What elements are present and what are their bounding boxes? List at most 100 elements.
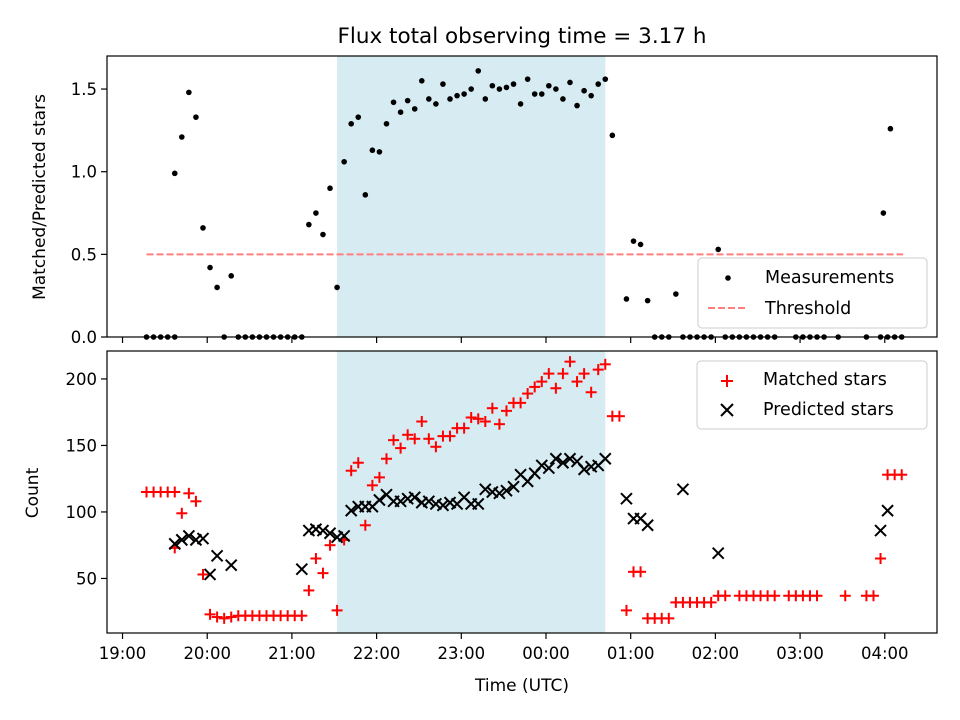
top-y-tick-label: 1.0 [71, 163, 97, 182]
predicted-marker-b [210, 549, 224, 563]
matched-star-marker [359, 519, 371, 531]
predicted-marker-b [514, 468, 527, 481]
matched-star-marker [585, 386, 597, 398]
matched-star-marker [324, 539, 336, 551]
matched-star-marker [430, 441, 442, 453]
measurement-point [440, 81, 446, 87]
predicted-star-marker [203, 568, 217, 581]
measurement-point [517, 101, 524, 107]
measurement-point [433, 101, 439, 107]
predicted-marker-b [507, 480, 520, 493]
matched-star-marker [719, 590, 731, 602]
matched-star-marker [500, 405, 512, 417]
measurement-point [637, 241, 644, 248]
measurement-point [404, 97, 411, 104]
matched-star-marker [896, 469, 908, 481]
measurement-point [214, 284, 220, 291]
top-x-ticks [121, 337, 886, 343]
predicted-marker-b [556, 456, 570, 469]
matched-star-marker [769, 590, 781, 602]
predicted-star-marker [394, 495, 407, 508]
matched-star-marker [303, 584, 315, 596]
predicted-star-marker [676, 483, 690, 496]
predicted-marker-b [874, 524, 887, 537]
measurement-point [334, 284, 340, 291]
measurement-point [630, 238, 637, 244]
predicted-star-marker [712, 546, 725, 560]
measurement-point [567, 79, 573, 86]
predicted-marker-b [493, 487, 506, 500]
bottom-legend-box [696, 360, 928, 430]
matched-star-marker [839, 590, 851, 602]
predicted-marker-b [295, 562, 309, 576]
predicted-star-marker [196, 532, 210, 545]
measurement-point [609, 132, 616, 139]
matched-star-marker [373, 471, 385, 483]
predicted-marker-b [472, 497, 485, 511]
legend-matched-label: Matched stars [763, 370, 887, 390]
top-y-axis: 0.0 0.5 1.0 1.5 [71, 80, 107, 347]
measurement-point [644, 297, 651, 304]
bottom-highlight-band [337, 351, 606, 633]
matched-star-marker [197, 568, 209, 580]
matched-star-marker [620, 604, 632, 616]
measurement-point [595, 81, 602, 87]
matched-star-marker [423, 433, 435, 445]
bottom-y-tick-label: 150 [66, 436, 98, 455]
x-tick-label: 21:00 [268, 644, 316, 663]
predicted-star-marker [225, 558, 238, 572]
measurement-point [560, 96, 566, 102]
matched-star-marker [550, 382, 562, 394]
x-axis-label: Time (UTC) [474, 676, 569, 696]
matched-star-marker [169, 486, 181, 498]
predicted-marker-b [408, 491, 421, 504]
matched-star-marker [395, 442, 407, 454]
matched-star-marker [571, 376, 583, 388]
matched-star-marker [472, 413, 484, 425]
measurement-point [510, 81, 517, 87]
predicted-star-marker [373, 493, 386, 507]
predicted-star-marker [874, 524, 887, 537]
legend-measurements-label: Measurements [765, 268, 894, 288]
predicted-marker-b [323, 527, 337, 540]
predicted-star-marker [175, 533, 189, 547]
measurement-point [503, 84, 510, 91]
measurement-point [454, 92, 460, 99]
matched-star-marker [190, 495, 202, 507]
predicted-marker-b [394, 495, 407, 508]
matched-star-marker [176, 507, 188, 519]
legend-matched-marker [721, 375, 733, 387]
predicted-marker-b [479, 483, 492, 496]
predicted-marker-b [182, 529, 196, 543]
matched-star-marker [867, 590, 879, 602]
predicted-star-marker [641, 519, 654, 532]
predicted-star-marker [549, 452, 563, 465]
x-tick-label: 23:00 [438, 644, 486, 663]
measurement-point [383, 120, 390, 127]
measurement-point [426, 96, 432, 102]
x-tick-label: 22:00 [353, 644, 401, 663]
predicted-star-marker [881, 504, 894, 517]
top-y-label: Matched/Predicted stars [30, 94, 50, 300]
predicted-marker-b [380, 488, 393, 501]
matched-star-marker [211, 611, 223, 623]
predicted-marker-b [429, 497, 443, 511]
measurement-point [475, 68, 482, 74]
predicted-marker-b [309, 523, 323, 536]
matched-star-marker [557, 368, 569, 380]
predicted-star-marker [316, 524, 330, 537]
measurement-point [538, 91, 545, 97]
matched-star-marker [444, 430, 456, 442]
matched-star-marker [352, 457, 364, 469]
predicted-star-marker [620, 492, 633, 505]
matched-star-marker [599, 358, 611, 370]
matched-stars-points [141, 356, 908, 624]
measurement-point [355, 114, 362, 120]
matched-star-marker [486, 402, 498, 414]
matched-star-marker [225, 611, 237, 623]
bottom-y-tick-label: 50 [76, 569, 97, 588]
legend-predicted-label: Predicted stars [763, 400, 894, 420]
predicted-star-marker [182, 529, 196, 543]
measurement-point [376, 149, 383, 155]
